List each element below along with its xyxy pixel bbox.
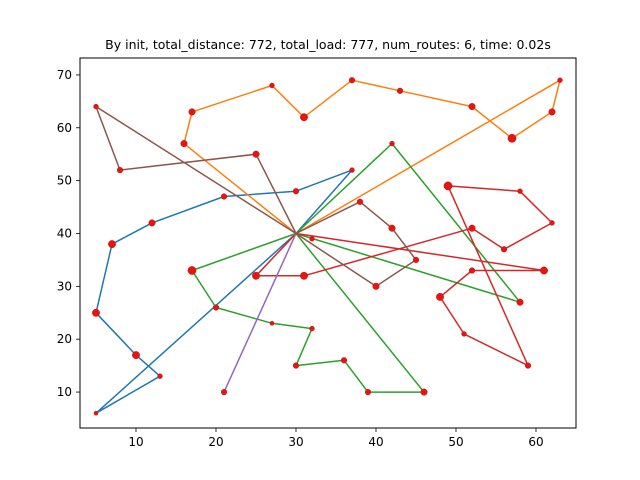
customer-node	[300, 271, 308, 280]
customer-nodes-layer	[92, 77, 563, 416]
customer-node	[461, 331, 467, 337]
customer-node	[269, 82, 275, 89]
customer-node	[396, 87, 404, 94]
customer-node	[252, 150, 260, 158]
customer-node	[507, 133, 517, 143]
x-tick-label: 60	[528, 435, 543, 449]
customer-node	[212, 304, 220, 311]
customer-node	[340, 357, 348, 364]
customer-node	[540, 266, 548, 275]
customer-node	[116, 167, 124, 174]
customer-node	[389, 140, 395, 147]
x-axis-ticks: 10 20 30 40 50 60	[128, 428, 544, 449]
route-line-1	[95, 169, 353, 414]
customer-node	[443, 181, 453, 191]
customer-node	[309, 236, 315, 242]
customer-node	[517, 188, 523, 194]
customer-node	[93, 103, 99, 110]
x-tick-label: 10	[128, 435, 143, 449]
x-tick-label: 30	[288, 435, 303, 449]
routes-layer	[95, 79, 561, 414]
customer-node	[436, 292, 444, 301]
y-tick-label: 30	[57, 279, 72, 293]
y-axis-ticks: 10 20 30 40 50 60 70	[57, 68, 80, 399]
x-tick-label: 20	[208, 435, 223, 449]
y-tick-label: 40	[57, 226, 72, 240]
customer-node	[516, 298, 524, 306]
customer-node	[388, 224, 396, 232]
customer-node	[557, 77, 563, 83]
y-tick-label: 70	[57, 68, 72, 82]
customer-node	[356, 198, 364, 205]
customer-node	[148, 219, 156, 227]
customer-node	[300, 113, 308, 122]
route-line-2	[183, 79, 561, 235]
customer-node	[180, 140, 188, 148]
customer-node	[187, 266, 197, 275]
y-tick-label: 20	[57, 332, 72, 346]
route-line-4	[255, 185, 553, 367]
customer-node	[548, 108, 556, 116]
customer-node	[269, 321, 275, 326]
customer-node	[420, 388, 428, 396]
customer-node	[468, 224, 476, 232]
customer-node	[132, 351, 140, 360]
customer-node	[364, 389, 372, 396]
customer-node	[309, 325, 315, 332]
customer-node	[92, 308, 100, 317]
customer-node	[349, 167, 355, 173]
customer-node	[93, 410, 99, 416]
customer-node	[292, 188, 300, 195]
customer-node	[292, 362, 300, 369]
y-tick-label: 50	[57, 174, 72, 188]
customer-node	[372, 282, 380, 290]
route-line-6	[95, 105, 417, 288]
customer-node	[549, 220, 555, 226]
x-tick-label: 50	[448, 435, 463, 449]
customer-node	[108, 240, 116, 249]
plot-frame	[79, 57, 577, 429]
y-tick-label: 10	[57, 385, 72, 399]
customer-node	[524, 362, 532, 369]
customer-node	[412, 256, 420, 263]
x-tick-label: 40	[368, 435, 383, 449]
customer-node	[220, 389, 228, 396]
chart-title: By init, total_distance: 772, total_load…	[105, 37, 551, 52]
customer-node	[348, 77, 356, 84]
customer-node	[500, 246, 508, 253]
y-tick-label: 60	[57, 121, 72, 135]
customer-node	[220, 193, 228, 200]
customer-node	[252, 271, 260, 280]
customer-node	[468, 103, 476, 111]
customer-node	[468, 267, 476, 274]
customer-node	[188, 108, 196, 116]
customer-node	[157, 373, 163, 379]
